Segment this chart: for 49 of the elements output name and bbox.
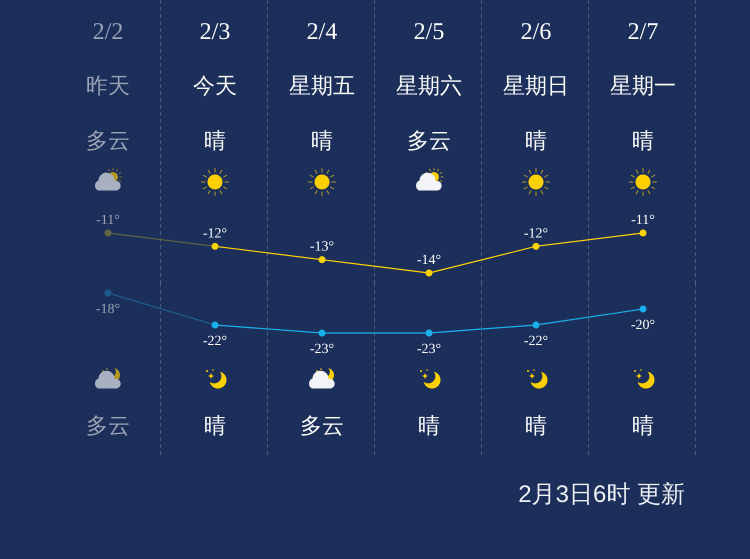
text: 晴 xyxy=(632,128,654,153)
data-label: -20° xyxy=(630,318,656,333)
x-tick-label: 2/5 xyxy=(414,19,444,45)
text: 多云 xyxy=(300,413,344,438)
text: 星期一 xyxy=(610,73,676,98)
point xyxy=(104,230,112,236)
data-label: -18° xyxy=(96,302,120,317)
text: 星期日 xyxy=(503,73,569,98)
text: 晴 xyxy=(204,128,226,153)
point xyxy=(318,256,326,264)
data-label: -23° xyxy=(310,342,334,357)
point xyxy=(318,330,326,336)
text: 晴 xyxy=(632,413,654,438)
data-label: -22° xyxy=(202,334,228,349)
text: 晴 xyxy=(525,413,547,438)
point xyxy=(212,322,218,328)
point xyxy=(426,330,432,336)
point xyxy=(532,242,540,250)
text: 晴 xyxy=(525,128,547,153)
x-tick-label: 2/6 xyxy=(520,19,552,45)
x-tick-label: 2/2 xyxy=(92,19,124,45)
text: 今天 xyxy=(193,73,237,98)
text: 星期六 xyxy=(396,73,462,98)
data-label: -12° xyxy=(202,226,228,242)
point xyxy=(532,322,540,328)
text: 多云 xyxy=(407,128,451,153)
data-label: -11° xyxy=(631,213,655,228)
text: 星期五 xyxy=(289,73,355,98)
text: 多云 xyxy=(86,413,130,438)
point xyxy=(212,242,218,250)
data-label: -11° xyxy=(96,213,120,228)
data-label: -22° xyxy=(524,334,548,349)
x-tick-label: 2/4 xyxy=(306,19,338,45)
text: 晴 xyxy=(311,128,333,153)
x-tick-label: 2/3 xyxy=(200,19,230,45)
text: 晴 xyxy=(418,413,440,438)
data-label: -23° xyxy=(416,342,442,357)
point xyxy=(640,230,646,236)
text: 晴 xyxy=(204,413,226,438)
text: 2月3日6时 更新 xyxy=(518,481,685,508)
point xyxy=(426,270,432,276)
data-label: -13° xyxy=(310,240,334,255)
data-label: -14° xyxy=(416,253,442,268)
data-label: -12° xyxy=(524,226,548,242)
point xyxy=(640,306,646,312)
text: 多云 xyxy=(86,128,130,153)
point xyxy=(104,290,112,296)
x-tick-label: 2/7 xyxy=(628,19,658,45)
text: 昨天 xyxy=(86,73,130,98)
